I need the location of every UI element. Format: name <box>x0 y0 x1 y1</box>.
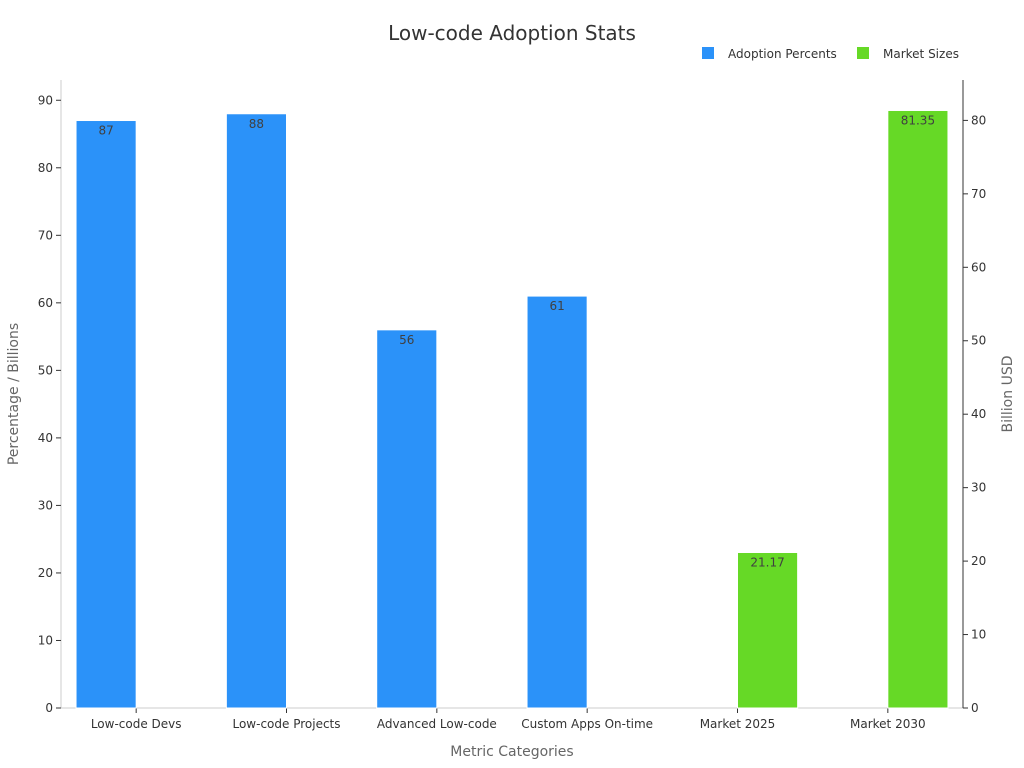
legend: Adoption Percents Market Sizes <box>702 47 959 61</box>
data-labels: 87 88 56 61 21.17 81.35 <box>98 113 935 569</box>
y2-tick-label: 70 <box>971 187 986 201</box>
y-tick-label: 0 <box>45 701 53 715</box>
y-tick-label: 10 <box>38 633 53 647</box>
legend-swatch <box>702 47 714 59</box>
bar <box>737 552 799 709</box>
y-tick-label: 90 <box>38 93 53 107</box>
data-label: 88 <box>249 117 264 131</box>
y-tick-label: 40 <box>38 431 53 445</box>
x-tick-label: Low-code Devs <box>91 717 182 731</box>
y2-tick-label: 30 <box>971 481 986 495</box>
x-tick-label: Advanced Low-code <box>377 717 497 731</box>
y-tick-label: 80 <box>38 161 53 175</box>
legend-label: Market Sizes <box>883 47 959 61</box>
data-label: 61 <box>549 299 564 313</box>
legend-swatch <box>857 47 869 59</box>
data-label: 56 <box>399 333 414 347</box>
bars <box>75 109 949 709</box>
x-axis-title: Metric Categories <box>450 744 573 760</box>
x-tick-label: Custom Apps On-time <box>521 717 653 731</box>
x-tick-label: Low-code Projects <box>232 717 340 731</box>
bar <box>376 329 438 709</box>
y2-tick-label: 20 <box>971 554 986 568</box>
bar <box>225 113 288 709</box>
y-tick-label: 70 <box>38 228 53 242</box>
data-label: 21.17 <box>750 556 784 570</box>
legend-label: Adoption Percents <box>728 47 837 61</box>
chart-title: Low-code Adoption Stats <box>388 21 636 45</box>
x-tick-label: Market 2030 <box>850 717 926 731</box>
y-tick-label: 50 <box>38 363 53 377</box>
y-tick-label: 60 <box>38 296 53 310</box>
y-tick-label: 30 <box>38 498 53 512</box>
x-tick-label: Market 2025 <box>700 717 776 731</box>
data-label: 81.35 <box>901 113 935 127</box>
y2-tick-label: 40 <box>971 407 986 421</box>
y2-tick-label: 0 <box>971 701 979 715</box>
y2-tick-label: 60 <box>971 260 986 274</box>
y-tick-label: 20 <box>38 566 53 580</box>
y2-axis-title: Billion USD <box>1000 356 1016 433</box>
data-label: 87 <box>98 124 113 138</box>
y2-tick-label: 80 <box>971 113 986 127</box>
axes: 0 10 20 30 40 50 60 70 80 90 0 10 20 30 40 50 60 70 80 Low-… <box>38 80 986 731</box>
bar <box>887 109 949 709</box>
bar <box>75 120 137 709</box>
y2-tick-label: 10 <box>971 628 986 642</box>
y-axis-title: Percentage / Billions <box>6 323 22 465</box>
y2-tick-label: 50 <box>971 334 986 348</box>
bar <box>526 295 588 709</box>
